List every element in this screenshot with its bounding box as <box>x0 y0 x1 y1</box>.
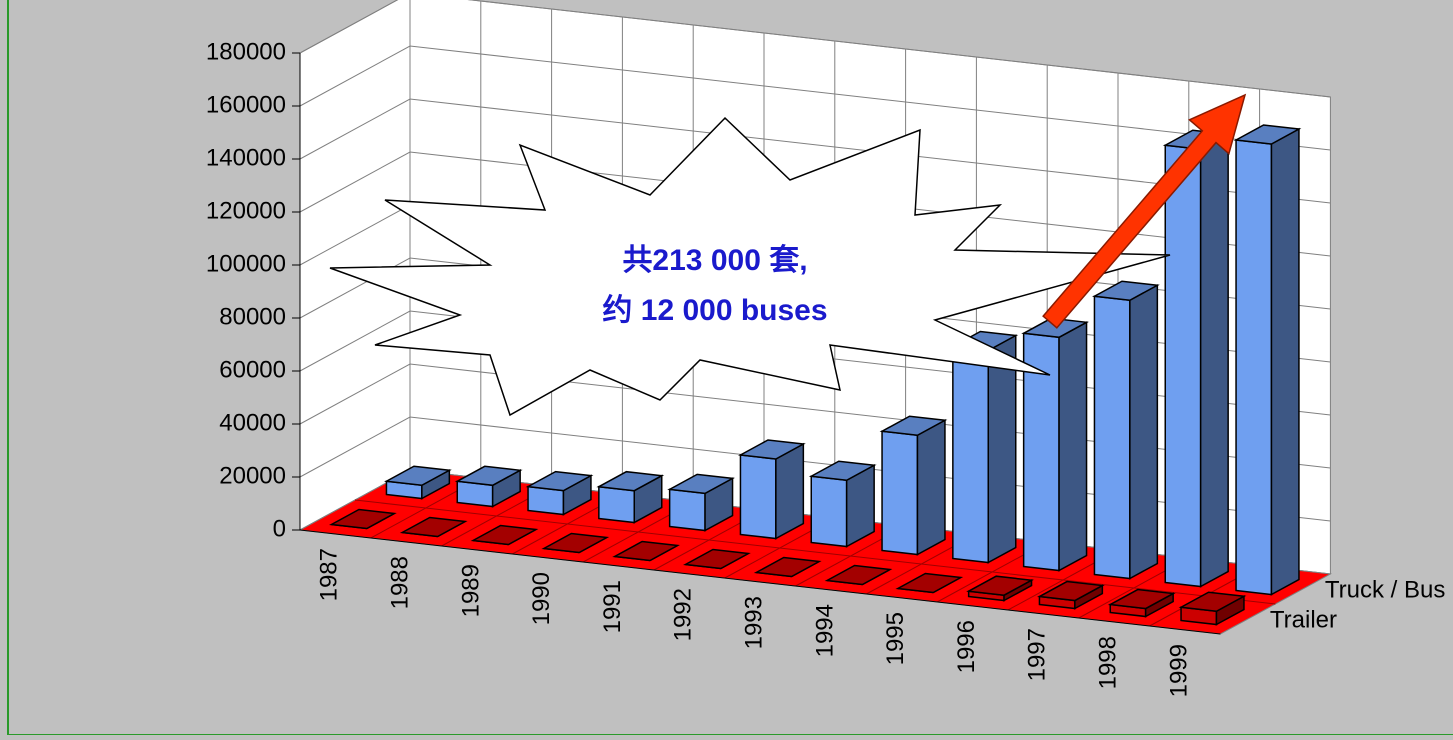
bar-side <box>1130 285 1158 578</box>
x-tick-label: 1994 <box>811 604 838 657</box>
legend-label: Truck / Bus <box>1325 576 1445 603</box>
x-tick-label: 1995 <box>882 612 909 665</box>
bar-front <box>599 487 634 523</box>
x-tick-label: 1999 <box>1165 644 1192 697</box>
bar <box>882 416 945 554</box>
bar-front <box>811 476 846 546</box>
x-tick-label: 1992 <box>670 588 697 641</box>
x-tick-label: 1990 <box>528 572 555 625</box>
page: {"chart_data": {"type": "bar3d", "catego… <box>0 0 1453 735</box>
bar <box>811 461 874 546</box>
bar-side <box>1271 129 1299 595</box>
bar-front <box>1236 140 1271 595</box>
bar <box>1236 125 1299 595</box>
annotation: 约 12 000 buses <box>602 294 827 327</box>
bar <box>1165 130 1228 586</box>
y-tick-label: 100000 <box>206 250 286 277</box>
x-tick-label: 1987 <box>316 548 343 601</box>
bar-front <box>740 455 775 539</box>
y-tick-label: 60000 <box>219 356 286 383</box>
y-tick-label: 40000 <box>219 409 286 436</box>
x-tick-label: 1998 <box>1095 636 1122 689</box>
legend-label: Trailer <box>1270 606 1337 633</box>
side-wall <box>300 0 410 530</box>
y-tick-label: 160000 <box>206 91 286 118</box>
y-tick-label: 180000 <box>206 38 286 65</box>
bar-side <box>1201 134 1229 586</box>
x-tick-label: 1988 <box>387 556 414 609</box>
bar-front <box>1094 296 1129 578</box>
y-tick-label: 0 <box>273 515 286 542</box>
bar-front <box>953 347 988 563</box>
bar-front <box>1165 145 1200 586</box>
bar-side <box>1059 322 1087 570</box>
bar-front <box>528 487 563 515</box>
y-tick-label: 80000 <box>219 303 286 330</box>
bar <box>1094 281 1157 578</box>
bar <box>1024 318 1087 570</box>
annotation: 共213 000 套, <box>622 244 807 277</box>
bar-front <box>670 489 705 530</box>
y-tick-label: 140000 <box>206 144 286 171</box>
x-tick-label: 1991 <box>599 580 626 633</box>
bar-side <box>776 444 804 539</box>
x-tick-label: 1996 <box>953 620 980 673</box>
bar-side <box>917 420 945 554</box>
x-tick-label: 1989 <box>457 564 484 617</box>
bar-front <box>882 431 917 554</box>
chart: 0 20000 40000 60000 80000 100000 120000 140000 1… <box>0 0 1453 735</box>
x-tick-label: 1993 <box>741 596 768 649</box>
x-tick-label: 1997 <box>1024 628 1051 681</box>
y-tick-label: 120000 <box>206 197 286 224</box>
bar <box>740 440 803 539</box>
y-tick-label: 20000 <box>219 462 286 489</box>
